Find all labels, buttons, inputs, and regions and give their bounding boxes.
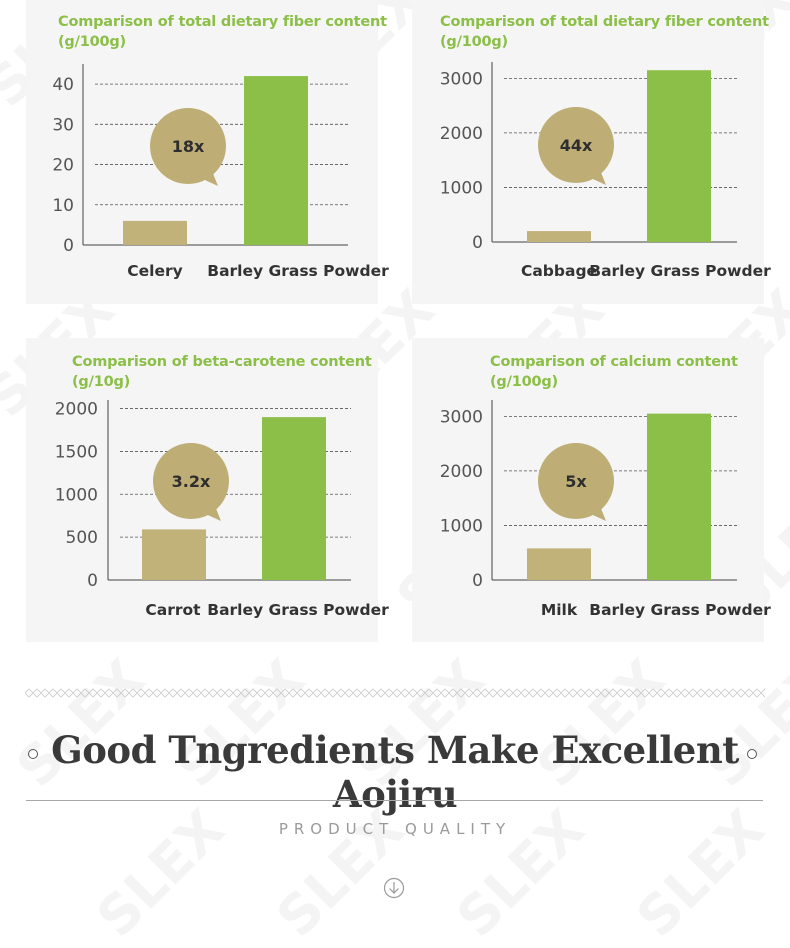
chart-panel-fiber-cabbage: Comparison of total dietary fiber conten… [412, 0, 771, 304]
x-category-label: Celery [127, 262, 182, 280]
x-category-label: Barley Grass Powder [207, 601, 389, 619]
circle-bullet-icon [28, 749, 38, 759]
x-category-label: Barley Grass Powder [589, 262, 771, 280]
chart-title: Comparison of total dietary fiber conten… [58, 12, 387, 52]
chart-title-line-1: Comparison of total dietary fiber conten… [58, 14, 387, 30]
ratio-label: 18x [172, 137, 205, 156]
y-tick-label: 500 [66, 528, 98, 548]
chart-title-line-1: Comparison of beta-carotene content [72, 354, 372, 370]
y-tick-label: 1000 [440, 178, 483, 198]
chart-title: Comparison of calcium content (g/100g) [490, 352, 738, 392]
ratio-label: 3.2x [172, 472, 211, 491]
y-tick-label: 0 [472, 233, 483, 253]
bar-chart-beta-carotene: 0 500 1000 1500 2000 Carrot Barley Grass Powde… [55, 400, 389, 619]
circle-bullet-icon [747, 749, 757, 759]
y-tick-label: 0 [63, 236, 74, 256]
x-category-label: Cabbage [521, 262, 597, 280]
chart-panel-beta-carotene: Comparison of beta-carotene content (g/1… [26, 338, 389, 642]
bar-chart-calcium: 0 1000 2000 3000 Milk Barley Grass Powder 5x [440, 400, 771, 619]
y-tick-label: 40 [52, 75, 74, 95]
chart-title-line-2: (g/10g) [72, 374, 131, 390]
y-tick-label: 0 [472, 571, 483, 591]
section-subtitle: PRODUCT QUALITY [278, 820, 512, 838]
arrow-down-circle-icon[interactable] [383, 877, 405, 899]
y-tick-label: 1000 [440, 516, 483, 536]
ratio-bubble: 18x [150, 108, 226, 186]
bar-comparison [123, 220, 187, 245]
section-heading: Good Tngredients Make Excellent Aojiru [0, 722, 790, 816]
ratio-label: 44x [560, 136, 593, 155]
bar-barley-grass-powder [647, 413, 711, 580]
bar-comparison [527, 231, 591, 242]
x-category-label: Barley Grass Powder [207, 262, 389, 280]
y-tick-label: 0 [87, 571, 98, 591]
x-category-label: Milk [541, 601, 578, 619]
y-tick-label: 2000 [55, 400, 98, 420]
y-tick-label: 3000 [440, 69, 483, 89]
y-tick-label: 10 [52, 196, 74, 216]
ratio-bubble: 44x [538, 107, 614, 185]
bar-comparison [142, 529, 206, 580]
bar-barley-grass-powder [647, 70, 711, 242]
chart-title-line-2: (g/100g) [58, 34, 126, 50]
x-category-label: Carrot [145, 601, 201, 619]
ratio-bubble: 3.2x [153, 443, 229, 521]
decorative-divider [25, 688, 765, 698]
y-tick-label: 2000 [440, 462, 483, 482]
y-tick-label: 3000 [440, 407, 483, 427]
chart-panel-calcium: Comparison of calcium content (g/100g) 0… [412, 338, 771, 642]
chart-panel-fiber-celery: Comparison of total dietary fiber conten… [26, 0, 389, 304]
ratio-bubble: 5x [538, 443, 614, 521]
chart-title-line-2: (g/100g) [490, 374, 558, 390]
x-category-label: Barley Grass Powder [589, 601, 771, 619]
y-tick-label: 1500 [55, 442, 98, 462]
bar-barley-grass-powder [244, 76, 308, 245]
heading-rule [26, 800, 763, 801]
chart-title-line-1: Comparison of total dietary fiber conten… [440, 14, 769, 30]
bar-comparison [527, 548, 591, 580]
y-tick-label: 20 [52, 156, 74, 176]
y-tick-label: 2000 [440, 124, 483, 144]
chart-title-line-2: (g/100g) [440, 34, 508, 50]
chart-title-line-1: Comparison of calcium content [490, 354, 738, 370]
bar-barley-grass-powder [262, 417, 326, 580]
section-title: Good Tngredients Make Excellent Aojiru [51, 728, 739, 816]
chart-title: Comparison of total dietary fiber conten… [440, 12, 769, 52]
ratio-label: 5x [565, 472, 587, 491]
y-tick-label: 1000 [55, 485, 98, 505]
chart-title: Comparison of beta-carotene content (g/1… [72, 352, 372, 392]
y-tick-label: 30 [52, 115, 74, 135]
bar-chart-fiber-celery: 0 10 20 30 40 Celery Barley Grass Powder 18x [52, 64, 389, 280]
